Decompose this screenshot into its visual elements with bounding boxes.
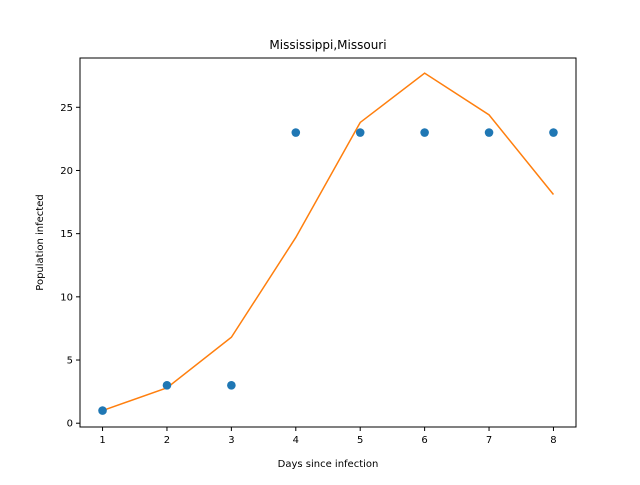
x-tick-label: 8 xyxy=(550,435,556,446)
data-point xyxy=(98,406,107,415)
x-tick-label: 4 xyxy=(293,435,299,446)
plot-frame xyxy=(79,57,577,428)
fitted-line xyxy=(102,72,555,412)
series-layer xyxy=(98,72,558,415)
x-tick-label: 6 xyxy=(421,435,427,446)
y-tick-label: 5 xyxy=(67,356,73,367)
data-point xyxy=(227,380,236,390)
data-point xyxy=(291,128,301,137)
data-point xyxy=(355,128,365,137)
plot-background xyxy=(80,58,576,427)
y-axis-label: Population infected xyxy=(35,194,46,290)
data-point xyxy=(484,128,494,137)
data-point xyxy=(162,380,172,390)
x-axis-ticks: 1 2 3 4 5 6 7 8 xyxy=(99,427,557,446)
y-tick-label: 20 xyxy=(60,166,73,177)
x-tick-label: 5 xyxy=(357,435,363,446)
y-tick-label: 15 xyxy=(60,229,73,240)
x-tick-label: 2 xyxy=(164,435,170,446)
x-tick-label: 1 xyxy=(99,435,105,446)
data-point xyxy=(420,128,429,137)
y-tick-label: 0 xyxy=(67,419,73,430)
y-tick-label: 25 xyxy=(60,103,73,114)
x-tick-label: 7 xyxy=(486,435,492,446)
x-axis-label: Days since infection xyxy=(278,459,379,470)
data-point xyxy=(549,128,558,137)
y-axis-ticks: 0 5 10 15 20 25 xyxy=(60,103,80,430)
chart-title: Mississippi,Missouri xyxy=(269,38,386,52)
x-tick-label: 3 xyxy=(228,435,234,446)
y-tick-label: 10 xyxy=(60,292,73,303)
